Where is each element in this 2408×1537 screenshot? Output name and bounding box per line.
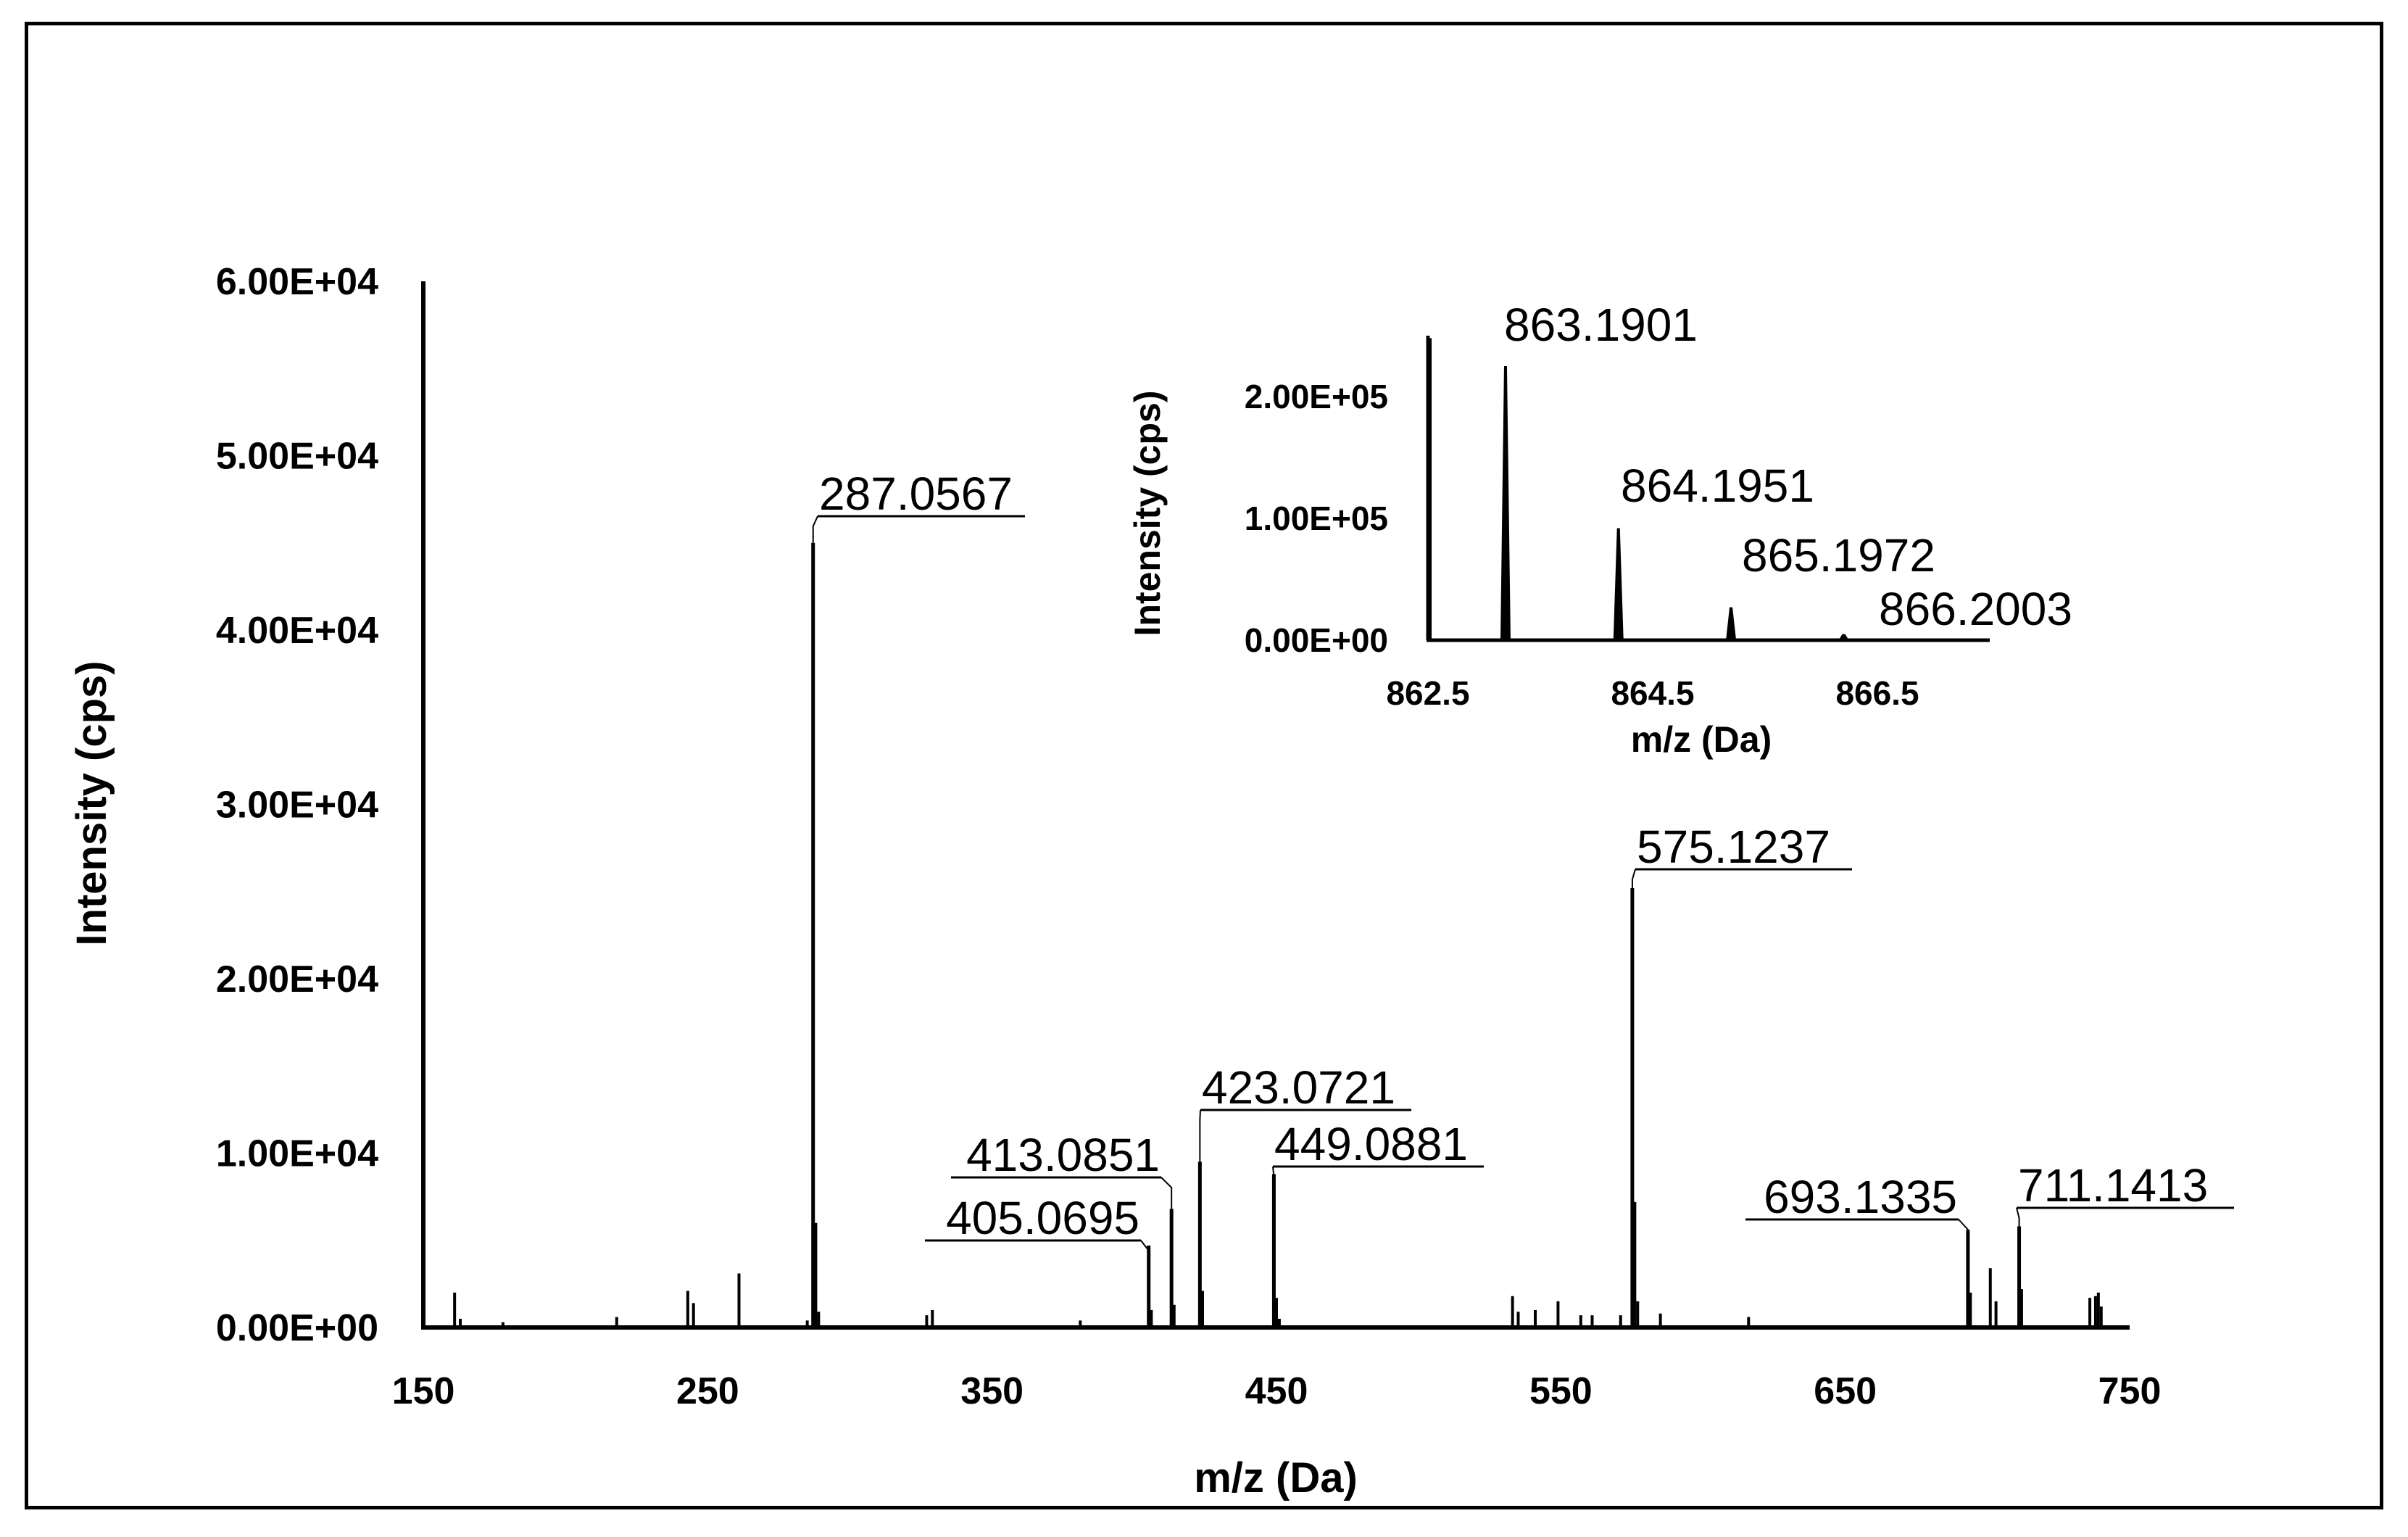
main-y-tick-label: 1.00E+04 <box>216 1133 378 1175</box>
main-y-tick-label: 2.00E+04 <box>216 958 378 1000</box>
peak-label: 575.1237 <box>1637 821 1830 873</box>
peak-label-leader <box>1272 1166 1275 1177</box>
peak-label-leader <box>812 515 818 543</box>
peak-label-leader <box>1631 869 1636 888</box>
inset-x-axis-label: m/z (Da) <box>1631 719 1772 760</box>
inset-y-tick-label: 1.00E+05 <box>1245 500 1388 537</box>
inset-y-tick-label: 0.00E+00 <box>1245 621 1388 659</box>
main-y-tick-label: 6.00E+04 <box>216 261 378 303</box>
inset-peak-label: 863.1901 <box>1504 299 1698 351</box>
inset-isotope-chart: 0.00E+00 1.00E+05 2.00E+05 862.5 864.5 866.5… <box>1127 299 2072 760</box>
main-y-tick-label: 4.00E+04 <box>216 610 378 652</box>
figure-frame <box>25 22 2383 1509</box>
peak-label: 287.0567 <box>819 468 1013 520</box>
peak-label: 449.0881 <box>1274 1118 1468 1170</box>
inset-peak-label: 864.1951 <box>1621 460 1814 512</box>
main-y-axis-label: Intensity (cps) <box>68 660 115 945</box>
peak-label-leader <box>1161 1177 1173 1209</box>
main-x-tick-labels: 150 250 350 450 550 650 750 <box>392 1370 2162 1412</box>
peak-label: 711.1413 <box>2018 1159 2208 1211</box>
main-x-axis-label: m/z (Da) <box>1194 1454 1358 1501</box>
inset-peak-label: 865.1972 <box>1742 529 1935 581</box>
peak-label-leader <box>1958 1219 1969 1230</box>
inset-peak <box>1726 607 1737 640</box>
inset-peak-label: 866.2003 <box>1879 583 2072 635</box>
peak-label: 405.0695 <box>946 1192 1139 1244</box>
inset-y-axis-label: Intensity (cps) <box>1127 391 1168 637</box>
peak-label: 423.0721 <box>1202 1061 1395 1114</box>
main-minor-peaks <box>453 1201 2103 1327</box>
peak-label: 413.0851 <box>966 1129 1160 1181</box>
main-y-tick-label: 5.00E+04 <box>216 436 378 478</box>
main-x-tick-label: 450 <box>1245 1370 1308 1412</box>
main-x-tick-label: 150 <box>392 1370 455 1412</box>
main-x-tick-label: 550 <box>1529 1370 1593 1412</box>
peak-label-leader <box>2016 1207 2020 1227</box>
inset-x-tick-label: 862.5 <box>1386 674 1469 712</box>
main-y-tick-labels: 0.00E+00 1.00E+04 2.00E+04 3.00E+04 4.00E+04… <box>216 261 378 1349</box>
inset-peak <box>1838 634 1849 640</box>
main-x-tick-label: 650 <box>1814 1370 1877 1412</box>
main-x-tick-label: 750 <box>2098 1370 2162 1412</box>
peak-label: 693.1335 <box>1764 1171 1957 1223</box>
inset-x-tick-labels: 862.5 864.5 866.5 <box>1386 674 1919 712</box>
main-y-tick-label: 3.00E+04 <box>216 784 378 826</box>
main-x-tick-label: 250 <box>676 1370 739 1412</box>
inset-y-tick-label: 2.00E+05 <box>1245 378 1388 415</box>
main-labeled-peaks: 287.0567 405.0695 413.0851 423.0721449.0881… <box>811 468 2234 1327</box>
inset-peak <box>1613 528 1624 640</box>
main-x-tick-label: 350 <box>960 1370 1024 1412</box>
peak-label-leader <box>1140 1240 1150 1253</box>
inset-y-tick-labels: 0.00E+00 1.00E+05 2.00E+05 <box>1245 378 1388 659</box>
main-spectrum-chart: 0.00E+00 1.00E+04 2.00E+04 3.00E+04 4.00E+04… <box>68 261 2234 1501</box>
inset-x-tick-label: 866.5 <box>1835 674 1919 712</box>
main-y-tick-label: 0.00E+00 <box>216 1307 378 1349</box>
inset-peak <box>1500 366 1511 640</box>
inset-x-tick-label: 864.5 <box>1611 674 1694 712</box>
